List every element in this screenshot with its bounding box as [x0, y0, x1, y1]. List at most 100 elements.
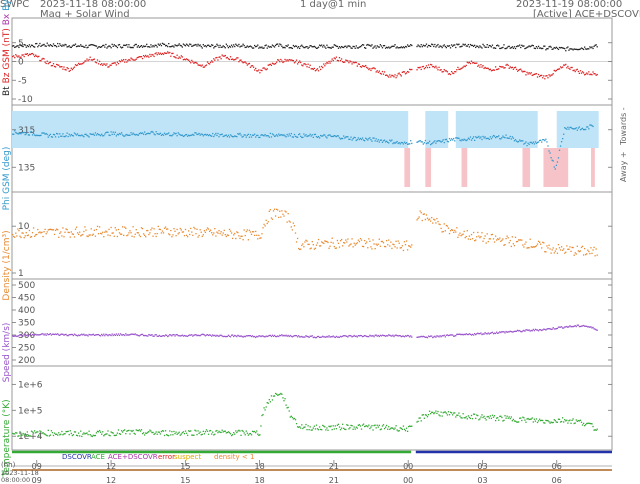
- data-point: [437, 220, 439, 223]
- data-point: [376, 335, 378, 337]
- data-point: [564, 326, 566, 328]
- data-point: [576, 245, 578, 247]
- data-point: [527, 247, 529, 249]
- data-point: [75, 64, 78, 67]
- data-point: [223, 229, 225, 232]
- data-point: [356, 427, 358, 429]
- data-point: [79, 334, 81, 337]
- data-point: [323, 134, 325, 136]
- data-point: [375, 334, 377, 336]
- data-point: [196, 133, 198, 136]
- data-point: [462, 334, 464, 336]
- data-point: [390, 241, 392, 243]
- data-point: [594, 73, 596, 75]
- data-point: [25, 53, 27, 56]
- data-point: [531, 246, 533, 248]
- data-point: [126, 43, 128, 46]
- end-time: 2023-11-19 08:00:00: [516, 0, 623, 10]
- data-point: [129, 230, 131, 232]
- data-point: [573, 254, 575, 256]
- data-point: [590, 47, 592, 49]
- data-point: [172, 234, 174, 236]
- data-point: [203, 230, 206, 232]
- data-point: [532, 45, 534, 47]
- data-point: [242, 430, 244, 432]
- data-point: [480, 332, 482, 334]
- data-point: [115, 135, 118, 137]
- data-point: [400, 75, 402, 77]
- data-point: [96, 133, 99, 135]
- data-point: [346, 59, 348, 62]
- data-point: [335, 428, 338, 430]
- data-point: [530, 72, 532, 74]
- data-point: [330, 336, 332, 338]
- data-point: [386, 140, 388, 142]
- data-point: [381, 425, 384, 427]
- data-point: [148, 233, 150, 236]
- data-point: [267, 45, 269, 47]
- data-point: [448, 232, 451, 235]
- data-point: [446, 414, 449, 416]
- data-point: [136, 232, 138, 234]
- data-point: [334, 135, 336, 137]
- data-point: [154, 334, 156, 336]
- data-point: [128, 429, 130, 432]
- data-point: [448, 414, 451, 416]
- data-point: [116, 46, 119, 49]
- data-point: [384, 47, 387, 49]
- data-point: [269, 63, 272, 65]
- data-point: [83, 230, 85, 233]
- data-point: [489, 332, 492, 335]
- data-point: [105, 64, 107, 67]
- data-point: [191, 334, 193, 336]
- data-point: [44, 133, 46, 135]
- data-point: [88, 333, 90, 336]
- data-point: [162, 134, 165, 136]
- data-point: [511, 331, 514, 333]
- data-point: [160, 53, 163, 56]
- data-point: [425, 336, 428, 338]
- data-point: [316, 428, 319, 430]
- data-point: [569, 68, 571, 70]
- data-point: [212, 234, 214, 236]
- data-point: [516, 45, 519, 47]
- data-point: [382, 334, 385, 337]
- data-point: [535, 46, 538, 48]
- data-point: [196, 45, 198, 47]
- data-point: [216, 429, 218, 432]
- data-point: [71, 134, 74, 137]
- data-point: [239, 430, 241, 432]
- data-point: [216, 134, 218, 137]
- data-point: [560, 141, 563, 143]
- data-point: [439, 140, 441, 142]
- data-point: [508, 137, 510, 139]
- data-point: [380, 240, 383, 243]
- data-point: [217, 132, 219, 135]
- data-point: [185, 432, 188, 434]
- data-point: [469, 43, 472, 46]
- data-point: [527, 329, 529, 332]
- data-point: [445, 138, 448, 141]
- data-point: [14, 236, 16, 238]
- data-point: [28, 435, 31, 437]
- data-point: [245, 430, 247, 432]
- data-point: [383, 71, 386, 73]
- data-point: [472, 62, 475, 64]
- data-point: [362, 335, 365, 337]
- data-point: [75, 334, 78, 337]
- data-point: [229, 433, 232, 435]
- data-point: [591, 327, 593, 329]
- data-point: [498, 332, 500, 334]
- data-point: [589, 73, 591, 76]
- data-point: [519, 417, 521, 419]
- data-point: [373, 424, 375, 427]
- data-point: [555, 421, 558, 423]
- data-point: [383, 139, 386, 141]
- data-point: [406, 249, 409, 251]
- data-point: [66, 67, 68, 69]
- bx-label: Bx: [2, 11, 12, 25]
- data-point: [256, 45, 258, 48]
- data-point: [193, 134, 195, 136]
- data-point: [38, 334, 40, 336]
- data-point: [277, 335, 279, 337]
